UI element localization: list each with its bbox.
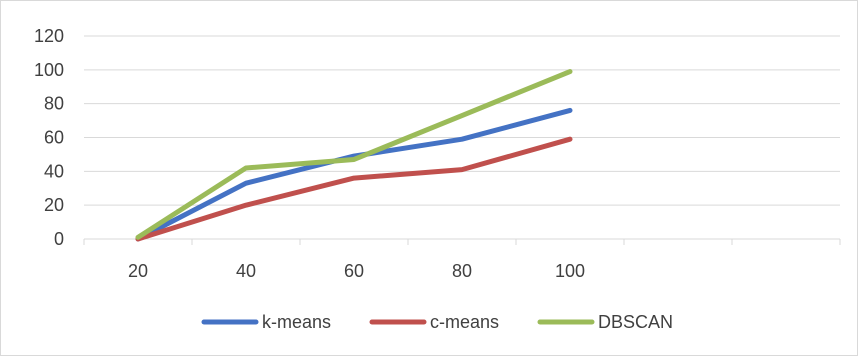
y-tick-label: 80 bbox=[44, 94, 64, 114]
y-tick-label: 100 bbox=[34, 60, 64, 80]
x-tick-label: 20 bbox=[128, 261, 148, 281]
legend-label: DBSCAN bbox=[598, 312, 673, 332]
x-tick-label: 80 bbox=[452, 261, 472, 281]
x-tick-label: 40 bbox=[236, 261, 256, 281]
legend: k-means c-means DBSCAN bbox=[201, 312, 673, 332]
x-axis: 20 40 60 80 100 bbox=[83, 238, 841, 281]
x-tick-label: 100 bbox=[555, 261, 585, 281]
y-tick-label: 0 bbox=[54, 229, 64, 249]
y-axis: 0 20 40 60 80 100 120 bbox=[34, 26, 64, 249]
y-tick-label: 40 bbox=[44, 161, 64, 181]
gridlines bbox=[84, 35, 840, 206]
x-tick-label: 60 bbox=[344, 261, 364, 281]
legend-label: c-means bbox=[430, 312, 499, 332]
y-tick-label: 20 bbox=[44, 195, 64, 215]
y-tick-label: 120 bbox=[34, 26, 64, 46]
y-tick-label: 60 bbox=[44, 128, 64, 148]
series-lines bbox=[135, 69, 573, 242]
legend-label: k-means bbox=[262, 312, 331, 332]
